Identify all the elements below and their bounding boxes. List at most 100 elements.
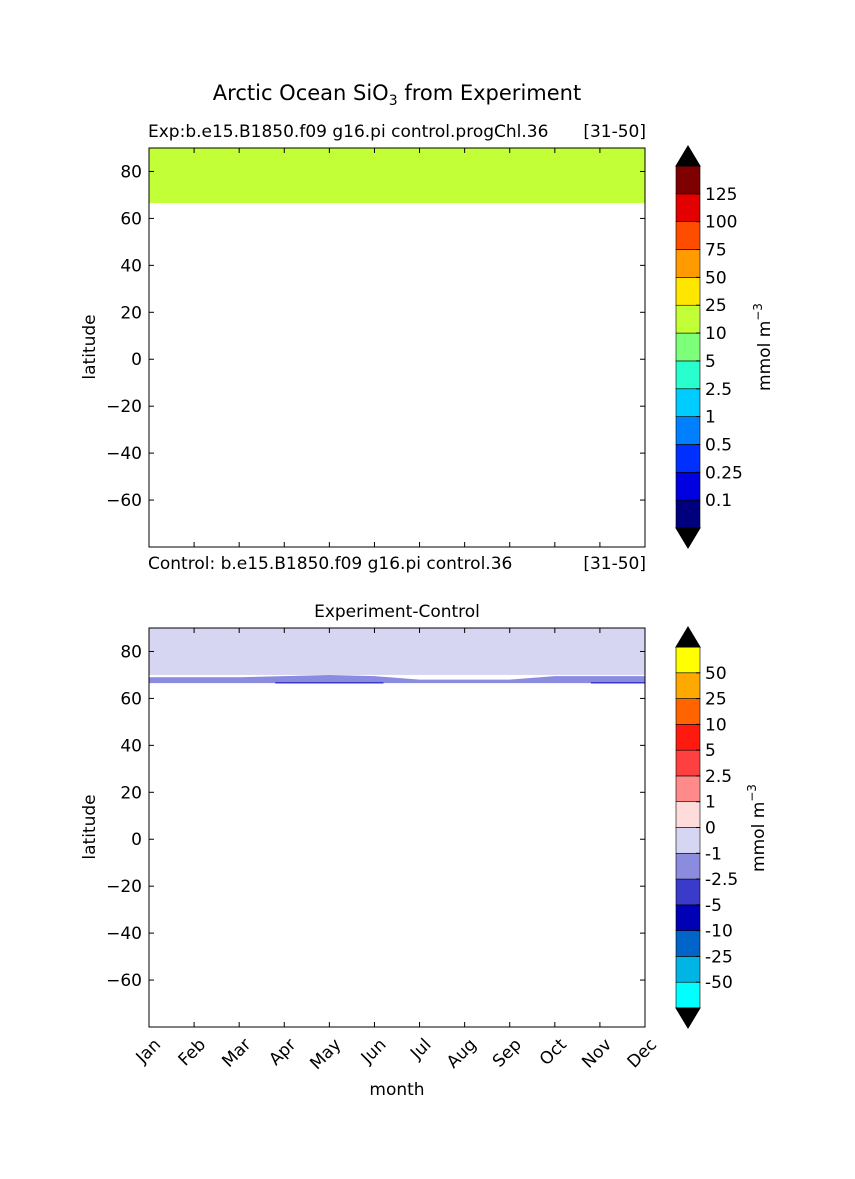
colorbar-tick-label: -25 <box>705 947 733 967</box>
panel1-y-axis: 80 60 40 20 0 −20 −40 −60 <box>106 162 645 511</box>
y-tick-label: 20 <box>120 783 142 803</box>
colorbar-segment <box>675 698 701 725</box>
y-tick-label: −60 <box>106 491 142 511</box>
colorbar-extend-high <box>675 145 701 167</box>
panel1-colorbar-label: mmol m−3 <box>751 303 775 391</box>
y-tick-label: −60 <box>106 971 142 991</box>
panel1-bottom-right: [31-50] <box>583 554 646 574</box>
x-tick-label: Nov <box>578 1035 616 1073</box>
panel1-colorbar: 0.1 0.25 0.5 1 2.5 5 10 25 50 75 100 125 <box>675 145 743 549</box>
colorbar-segment <box>675 672 701 699</box>
x-tick-label: Jun <box>357 1035 391 1069</box>
colorbar-tick-label: 0.25 <box>705 463 743 483</box>
colorbar-segment <box>675 724 701 751</box>
figure-title: Arctic Ocean SiO3 from Experiment <box>213 81 581 109</box>
colorbar-segment <box>675 904 701 931</box>
panel2-plot-area <box>148 627 646 1028</box>
y-tick-label: −20 <box>106 877 142 897</box>
y-tick-label: −40 <box>106 444 142 464</box>
y-tick-label: 40 <box>120 256 142 276</box>
panel1-title-right: [31-50] <box>583 122 646 142</box>
panel1-bottom-left: Control: b.e15.B1850.f09 g16.pi control.… <box>148 554 512 574</box>
colorbar-segment <box>675 165 701 195</box>
figure-title-rest: from Experiment <box>398 81 582 105</box>
colorbar-tick-label: 50 <box>705 268 727 288</box>
panel1-ylabel: latitude <box>80 314 100 379</box>
colorbar-tick-label: -50 <box>705 973 733 993</box>
colorbar-tick-label: 50 <box>705 664 727 684</box>
y-tick-label: 60 <box>120 209 142 229</box>
colorbar-segment <box>675 801 701 828</box>
colorbar-tick-label: 10 <box>705 715 727 735</box>
y-tick-label: 20 <box>120 303 142 323</box>
colorbar-segment <box>675 221 701 250</box>
panel2-title: Experiment-Control <box>314 602 480 622</box>
colorbar-tick-label: -10 <box>705 922 733 942</box>
colorbar-segment <box>675 646 701 674</box>
colorbar-tick-label: 5 <box>705 352 716 372</box>
contour-strong-segment-1 <box>590 681 645 684</box>
colorbar-segment <box>675 852 701 880</box>
colorbar-segment <box>675 416 701 445</box>
colorbar-tick-label: -5 <box>705 896 722 916</box>
y-tick-label: 80 <box>120 162 142 182</box>
colorbar-segment <box>675 749 701 777</box>
colorbar-tick-label: 100 <box>705 213 737 233</box>
panel2-ylabel: latitude <box>80 794 100 859</box>
colorbar-tick-label: -1 <box>705 844 722 864</box>
x-tick-label: Dec <box>624 1035 661 1072</box>
colorbar-extend-low <box>675 1007 701 1029</box>
colorbar-segment <box>675 277 701 306</box>
colorbar-segment <box>675 193 701 222</box>
y-tick-label: −40 <box>106 924 142 944</box>
contour-band-0 <box>149 148 645 204</box>
panel2-xlabel: month <box>369 1080 424 1100</box>
figure-title-main: Arctic Ocean SiO <box>213 81 389 105</box>
colorbar-segment <box>675 930 701 957</box>
colorbar-segment <box>675 472 701 501</box>
colorbar-segment <box>675 981 701 1009</box>
colorbar-segment <box>675 332 701 362</box>
x-tick-label: Jan <box>132 1035 165 1068</box>
colorbar-segment <box>675 444 701 473</box>
x-tick-label: Oct <box>536 1035 571 1070</box>
colorbar-segment <box>675 304 701 334</box>
colorbar-tick-label: -2.5 <box>705 870 738 890</box>
x-tick-label: Feb <box>175 1035 210 1070</box>
colorbar-segment <box>675 249 701 278</box>
colorbar-segment <box>675 775 701 803</box>
colorbar-segment <box>675 878 701 906</box>
colorbar-tick-label: 1 <box>705 408 716 428</box>
y-tick-label: 80 <box>120 642 142 662</box>
colorbar-tick-label: 0.1 <box>705 491 732 511</box>
figure-title-sub: 3 <box>389 93 398 109</box>
colorbar-segment <box>675 827 701 854</box>
colorbar-segment <box>675 499 701 529</box>
colorbar-extend-high <box>675 626 701 648</box>
colorbar-tick-label: 75 <box>705 241 727 261</box>
colorbar-extend-low <box>675 527 701 549</box>
colorbar-segment <box>675 360 701 390</box>
panel1-plot-area <box>148 147 646 548</box>
colorbar-segment <box>675 956 701 983</box>
x-tick-label: Sep <box>489 1035 526 1072</box>
colorbar-tick-label: 0 <box>705 819 716 839</box>
x-tick-label: Mar <box>218 1035 255 1072</box>
colorbar-tick-label: 0.5 <box>705 435 732 455</box>
plot-frame <box>148 627 646 1028</box>
plot-background <box>149 148 645 547</box>
colorbar-tick-label: 25 <box>705 296 727 316</box>
plot-frame <box>148 147 646 548</box>
colorbar-tick-label: 25 <box>705 690 727 710</box>
x-tick-label: Apr <box>265 1035 300 1070</box>
y-tick-label: 0 <box>131 350 142 370</box>
contour-band-0 <box>149 628 645 675</box>
colorbar-tick-label: 1 <box>705 793 716 813</box>
colorbar-tick-label: 125 <box>705 185 737 205</box>
colorbar-tick-label: 5 <box>705 741 716 761</box>
plot-background <box>149 628 645 1027</box>
colorbar-tick-label: 10 <box>705 324 727 344</box>
colorbar-tick-label: 2.5 <box>705 380 732 400</box>
contour-strong-segment-0 <box>275 681 384 684</box>
